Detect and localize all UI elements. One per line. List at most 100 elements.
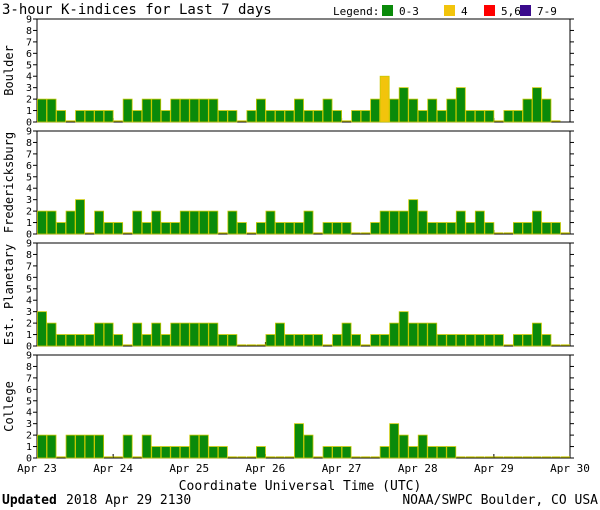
bar [541,334,552,347]
y-tick-label: 1 [26,442,32,453]
bar [170,98,181,123]
bar [103,110,114,123]
y-tick-label: 6 [26,161,32,172]
bar [275,322,285,347]
bar [512,110,523,123]
y-tick-label: 8 [26,138,32,149]
y-tick-label: 9 [26,239,32,250]
bar [484,334,495,347]
bar [398,311,409,347]
x-tick-label: Apr 30 [550,462,590,475]
bar [332,446,342,459]
bar [417,210,428,235]
legend-swatch [520,5,531,16]
legend-label: Legend: [333,5,379,18]
y-tick-label: 7 [26,261,32,272]
bar [455,334,466,347]
bar [84,434,95,459]
bar [322,98,333,123]
bar [103,222,114,235]
bar [389,322,400,347]
source-credit: NOAA/SWPC Boulder, CO USA [402,493,598,508]
bar [417,322,428,347]
y-tick-label: 6 [26,385,32,396]
bar [408,199,419,235]
bar [122,434,133,459]
bar [198,434,209,459]
legend: 0-3 4 5,6 7-9 [382,5,557,18]
bar [522,98,533,123]
bar [141,434,152,459]
bar [65,434,76,459]
bar [65,334,76,347]
y-tick-label: 2 [26,431,32,442]
bar [94,322,105,347]
bar [151,322,162,347]
bar [141,222,152,235]
x-tick-label: Apr 29 [474,462,514,475]
bar [56,222,66,235]
bar [208,210,219,235]
bar [179,98,190,123]
x-tick-label: Apr 23 [17,462,57,475]
bar [303,210,314,235]
bar [151,98,162,123]
y-tick-label: 5 [26,172,32,183]
bar [465,110,476,123]
y-tick-label: 5 [26,60,32,71]
legend-swatch [382,5,393,16]
bar [493,334,504,347]
bar [532,322,542,347]
y-tick-label: 5 [26,396,32,407]
bar [303,434,314,459]
bar [341,446,352,459]
bar [198,210,209,235]
bar [217,110,228,123]
bar [341,322,352,347]
bar [189,98,200,123]
x-tick-label: Apr 25 [169,462,209,475]
panel-label: College [2,381,16,432]
x-tick-label: Apr 28 [398,462,438,475]
bar [37,210,47,235]
panel-frame [36,242,571,347]
bar [379,334,390,347]
bar [541,222,552,235]
bar [532,210,542,235]
bar [198,98,209,123]
bar [84,334,95,347]
y-tick-label: 4 [26,184,32,195]
bar [332,222,342,235]
bar [474,210,485,235]
panel-frame [36,130,571,235]
bar [265,334,276,347]
bar [360,110,371,123]
bar [313,110,323,123]
bar [532,87,542,123]
bar [408,322,419,347]
legend-item-label: 5,6 [501,5,521,18]
bar [465,222,476,235]
bar [189,434,200,459]
bar [398,434,409,459]
bar [103,322,114,347]
bar [132,110,143,123]
x-tick-label: Apr 27 [322,462,362,475]
bar [389,98,400,123]
bar [379,75,390,123]
bar [522,222,533,235]
bar [217,334,228,347]
y-tick-label: 5 [26,284,32,295]
bar [275,110,285,123]
bar [284,222,295,235]
bar [75,434,85,459]
legend-item-label: 7-9 [537,5,557,18]
y-tick-label: 0 [26,118,32,129]
bar [179,446,190,459]
bar [436,446,447,459]
bar [512,222,523,235]
bar [189,322,200,347]
